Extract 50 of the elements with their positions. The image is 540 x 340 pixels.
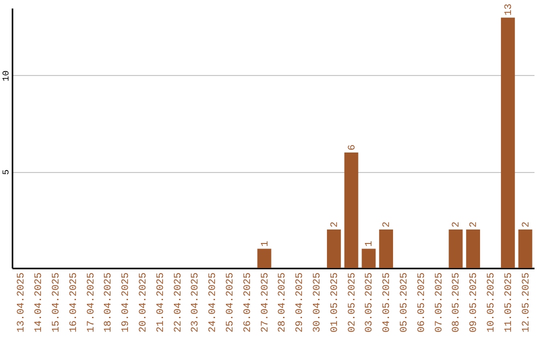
x-tick-label: 09.05.2025 (469, 272, 480, 333)
x-tick-label: 17.04.2025 (86, 272, 98, 333)
data-label: 1 (260, 240, 272, 247)
data-label: 2 (521, 221, 532, 228)
x-tick-label: 20.04.2025 (138, 272, 150, 333)
x-tick-label: 08.05.2025 (452, 272, 463, 333)
bar (344, 152, 358, 268)
data-label: 13 (504, 4, 515, 16)
x-tick-label: 28.04.2025 (278, 272, 289, 333)
x-tick-label: 16.04.2025 (68, 272, 80, 333)
x-tick-label: 03.05.2025 (364, 272, 376, 333)
x-tick-label: 06.05.2025 (416, 272, 428, 333)
x-tick-label: 29.04.2025 (295, 272, 306, 333)
x-tick-label: 04.05.2025 (382, 272, 394, 333)
x-tick-label: 24.04.2025 (208, 272, 220, 333)
x-tick-label: 15.04.2025 (52, 272, 62, 333)
data-label: 6 (347, 144, 358, 150)
x-tick-label: 21.04.2025 (156, 272, 167, 333)
bar (326, 229, 341, 268)
x-tick-label: 26.04.2025 (242, 272, 254, 333)
x-tick-label: 22.04.2025 (173, 272, 184, 333)
bar (257, 248, 272, 268)
bar (379, 229, 394, 268)
bar (448, 229, 463, 268)
y-tick-label: 5 (2, 170, 12, 175)
x-tick-label: 19.04.2025 (121, 272, 132, 333)
data-label: 1 (364, 240, 376, 247)
data-label: 2 (452, 221, 463, 228)
bar (362, 248, 376, 268)
x-tick-label: 12.05.2025 (521, 272, 532, 333)
x-tick-label: 05.05.2025 (400, 272, 410, 333)
x-tick-label: 23.04.2025 (190, 272, 202, 333)
data-label: 2 (382, 221, 394, 228)
x-tick-label: 11.05.2025 (504, 272, 515, 333)
x-tick-label: 27.04.2025 (260, 272, 272, 333)
x-tick-label: 01.05.2025 (330, 272, 341, 333)
x-tick-label: 13.04.2025 (16, 272, 28, 333)
bar (466, 229, 480, 268)
x-tick-label: 14.04.2025 (34, 272, 46, 333)
x-tick-label: 07.05.2025 (434, 272, 446, 333)
x-tick-label: 18.04.2025 (104, 272, 115, 333)
data-label: 2 (330, 221, 341, 228)
x-tick-label: 02.05.2025 (347, 272, 358, 333)
x-tick-label: 30.04.2025 (312, 272, 324, 333)
y-tick-label: 10 (2, 70, 12, 82)
x-tick-label: 10.05.2025 (486, 272, 498, 333)
bar (500, 18, 515, 268)
x-tick-label: 25.04.2025 (226, 272, 236, 333)
data-label: 2 (469, 221, 480, 228)
bar (518, 229, 532, 268)
